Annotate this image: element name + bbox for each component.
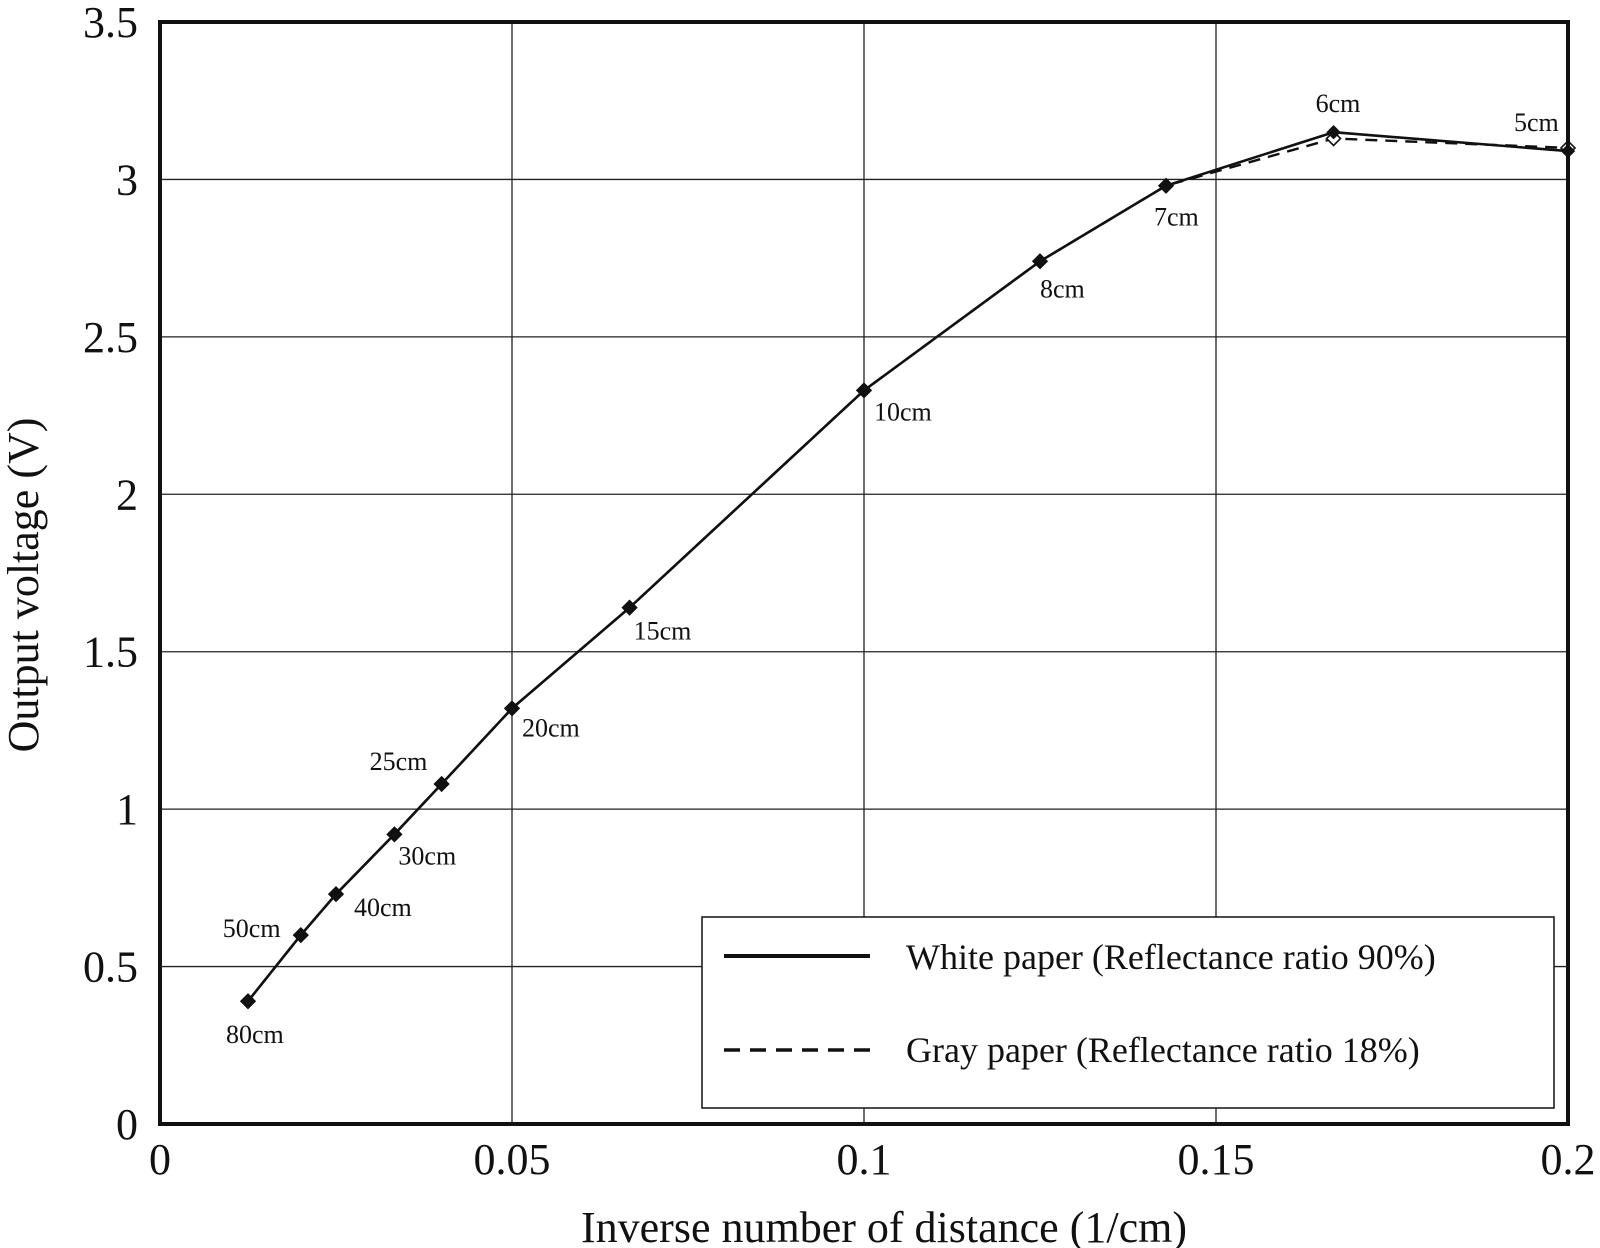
point-label: 15cm xyxy=(634,617,692,646)
legend-box xyxy=(701,916,1555,1109)
x-tick-label: 0 xyxy=(149,1135,171,1184)
white-paper-marker xyxy=(434,776,449,792)
point-label: 50cm xyxy=(223,914,281,943)
y-tick-label: 3.5 xyxy=(83,0,138,47)
point-label: 8cm xyxy=(1040,274,1085,303)
point-label: 6cm xyxy=(1316,89,1361,118)
white-paper-marker xyxy=(622,600,637,615)
x-tick-label: 0.2 xyxy=(1541,1135,1596,1184)
tick-labels: 0 0.05 0.1 0.15 0.2 0 0.5 1 1.5 2 2.5 3 3.5 xyxy=(83,0,1596,1184)
point-labels: 80cm 50cm 40cm 30cm 25cm 20cm 15cm 10cm 8cm 7cm 6c… xyxy=(223,89,1559,1049)
y-tick-label: 3 xyxy=(116,155,138,204)
y-tick-label: 1 xyxy=(116,785,138,834)
white-paper-marker xyxy=(504,701,520,716)
point-label: 20cm xyxy=(522,713,580,742)
white-paper-marker xyxy=(293,927,309,943)
white-paper-marker xyxy=(856,383,872,398)
white-paper-marker xyxy=(1032,254,1048,269)
white-paper-marker xyxy=(240,993,256,1009)
point-label: 10cm xyxy=(874,397,932,426)
point-label: 7cm xyxy=(1154,203,1199,232)
y-tick-label: 2 xyxy=(116,470,138,519)
legend: White paper (Reflectance ratio 90%) Gray… xyxy=(701,916,1555,1109)
y-tick-label: 1.5 xyxy=(83,628,138,677)
series-line-white-paper xyxy=(246,130,1569,1003)
x-tick-label: 0.1 xyxy=(837,1135,892,1184)
x-tick-label: 0.15 xyxy=(1178,1135,1255,1184)
legend-label-gray-paper: Gray paper (Reflectance ratio 18%) xyxy=(906,1030,1420,1070)
x-tick-label: 0.05 xyxy=(474,1135,551,1184)
series-lines xyxy=(246,130,1569,1003)
gridlines xyxy=(160,22,1568,1124)
point-label: 25cm xyxy=(370,747,428,776)
y-tick-label: 0 xyxy=(116,1100,138,1149)
white-paper-marker xyxy=(328,886,344,902)
y-tick-label: 0.5 xyxy=(83,943,138,992)
white-paper-marker xyxy=(387,827,402,842)
x-axis-title: Inverse number of distance (1/cm) xyxy=(581,1203,1187,1248)
legend-label-white-paper: White paper (Reflectance ratio 90%) xyxy=(906,937,1436,977)
y-axis-title: Output voltage (V) xyxy=(0,418,48,753)
point-label: 30cm xyxy=(398,841,456,870)
white-paper-marker xyxy=(1158,178,1174,193)
point-label: 80cm xyxy=(226,1020,284,1049)
point-label: 5cm xyxy=(1514,108,1559,137)
y-tick-label: 2.5 xyxy=(83,313,138,362)
white-paper-marker xyxy=(1326,124,1341,140)
point-label: 40cm xyxy=(354,893,412,922)
plot-frame xyxy=(158,20,1570,1126)
